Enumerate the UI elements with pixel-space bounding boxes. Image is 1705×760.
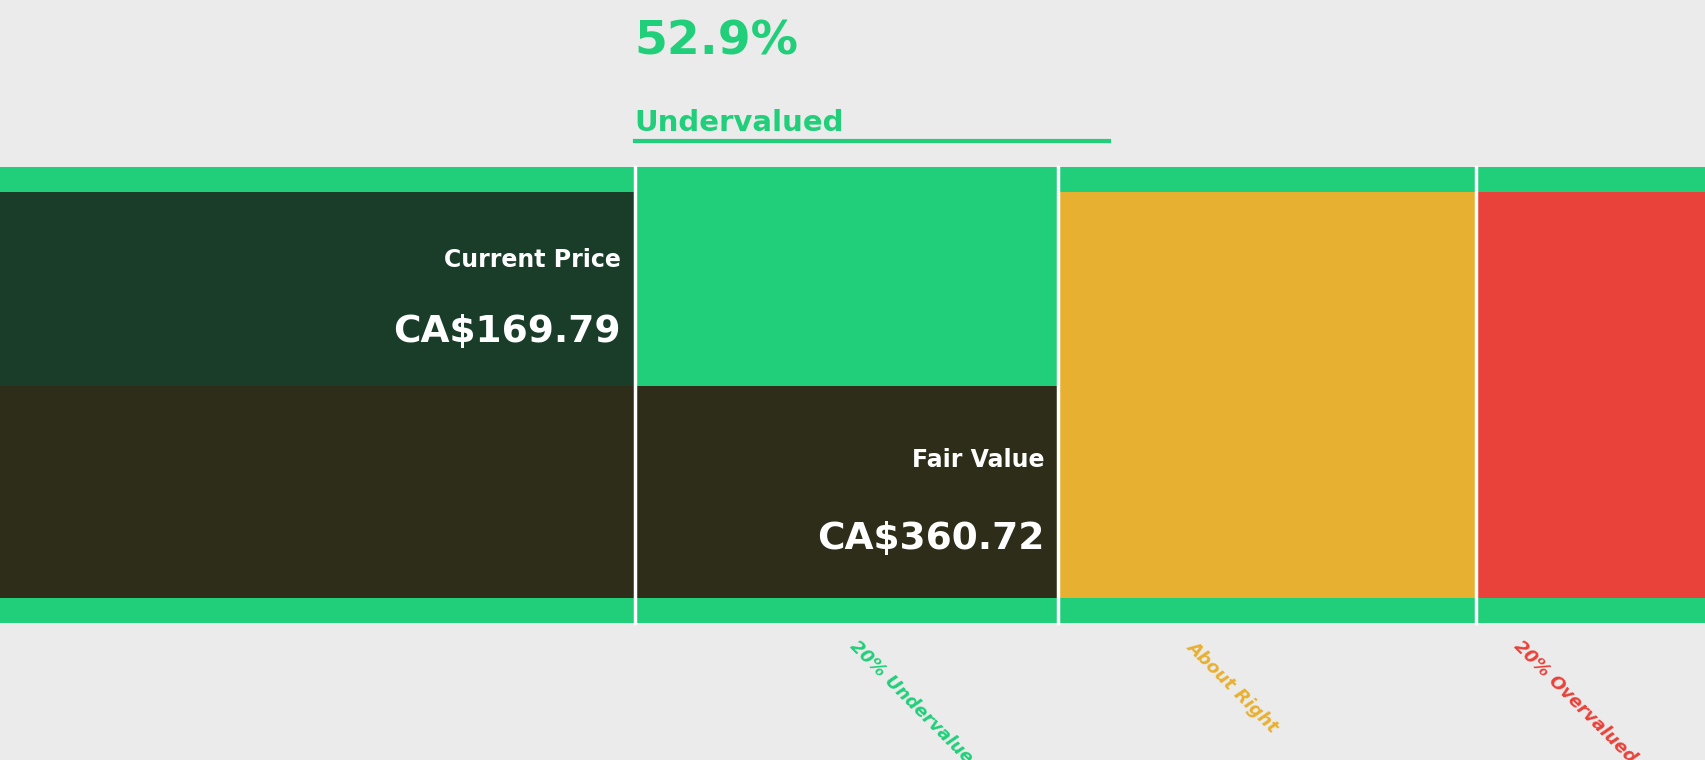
Text: 52.9%: 52.9%: [634, 20, 798, 65]
Bar: [0, 340, 634, 598]
Bar: [1475, 167, 1705, 623]
Bar: [634, 167, 1057, 623]
Bar: [0, 386, 1057, 598]
Text: Current Price: Current Price: [443, 248, 621, 272]
Text: 20% Undervalued: 20% Undervalued: [846, 637, 985, 760]
Text: Undervalued: Undervalued: [634, 109, 844, 137]
Bar: [0, 192, 634, 386]
Text: 20% Overvalued: 20% Overvalued: [1509, 637, 1639, 760]
Bar: [0, 167, 1705, 192]
Text: About Right: About Right: [1183, 637, 1280, 736]
Text: CA$169.79: CA$169.79: [394, 314, 621, 350]
Bar: [1057, 167, 1475, 623]
Text: CA$360.72: CA$360.72: [817, 521, 1043, 557]
Text: Fair Value: Fair Value: [910, 448, 1043, 472]
Bar: [0, 598, 1705, 623]
Bar: [0, 167, 634, 623]
